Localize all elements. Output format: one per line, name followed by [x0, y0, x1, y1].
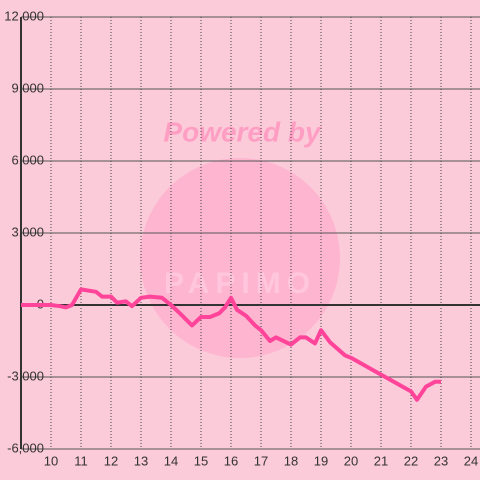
x-tick-label: 19 — [314, 453, 328, 468]
data-line — [21, 287, 441, 402]
watermark-text: Powered by — [163, 116, 322, 147]
x-tick-label: 13 — [134, 453, 148, 468]
x-tick-label: 24 — [464, 453, 478, 468]
x-tick-label: 23 — [434, 453, 448, 468]
x-tick-label: 22 — [404, 453, 418, 468]
x-tick-label: 15 — [194, 453, 208, 468]
y-tick-label: 9,000 — [11, 80, 44, 95]
x-tick-label: 16 — [224, 453, 238, 468]
y-tick-label: -6,000 — [7, 440, 44, 455]
x-tick-label: 21 — [374, 453, 388, 468]
watermark-logo — [140, 158, 340, 358]
x-tick-label: 14 — [164, 453, 178, 468]
x-tick-label: 11 — [74, 453, 88, 468]
y-tick-label: 6,000 — [11, 152, 44, 167]
y-tick-label: -3,000 — [7, 368, 44, 383]
y-tick-label: 3,000 — [11, 224, 44, 239]
x-tick-label: 18 — [284, 453, 298, 468]
x-tick-label: 10 — [44, 453, 58, 468]
watermark-text: PAPIMO — [164, 267, 316, 300]
x-tick-label: 17 — [254, 453, 268, 468]
x-tick-label: 12 — [104, 453, 118, 468]
y-tick-label: 12,000 — [4, 8, 44, 23]
x-tick-label: 20 — [344, 453, 358, 468]
